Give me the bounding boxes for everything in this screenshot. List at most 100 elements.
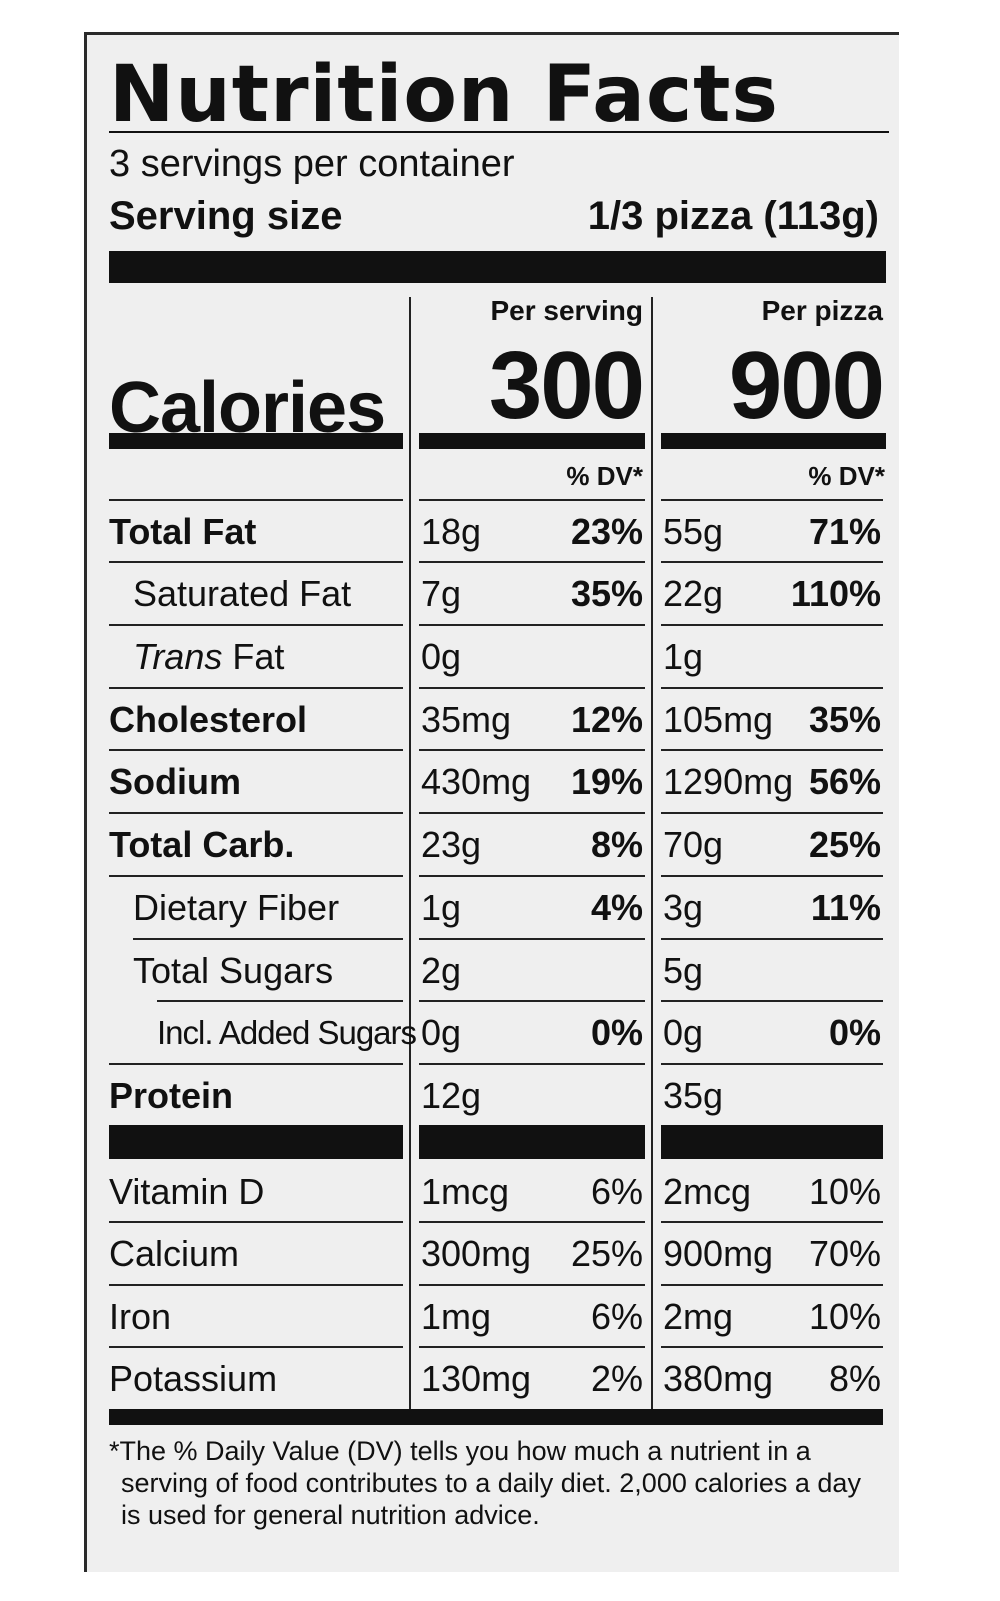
serving-dv: 25%	[570, 1233, 643, 1274]
pizza-dv	[767, 940, 881, 1002]
vitamin-row-calcium: Calcium 300mg 25% 900mg 70%	[87, 1223, 902, 1285]
serving-dv	[527, 1065, 643, 1127]
nutrient-name: Iron	[109, 1296, 172, 1337]
serving-dv: 23%	[570, 511, 643, 552]
row-rule	[661, 1063, 883, 1065]
serving-dv: 2%	[590, 1358, 643, 1399]
serving-dv: 35%	[570, 573, 643, 614]
vitamin-row-potassium: Potassium 130mg 2% 380mg 8%	[87, 1348, 902, 1410]
serving-amount: 1mg	[421, 1296, 492, 1337]
nutrient-name: Sodium	[109, 761, 241, 802]
label-title: Nutrition Facts	[109, 50, 779, 140]
column-divider-serving	[409, 297, 411, 1425]
footnote-line: serving of food contributes to a daily d…	[121, 1468, 861, 1498]
row-rule	[661, 561, 883, 563]
pizza-amount: 3g	[663, 887, 704, 928]
nutrient-row-total-sugars: Total Sugars 2g 5g	[87, 940, 902, 1002]
per-pizza-heading: Per pizza	[761, 295, 883, 326]
serving-dv: 6%	[590, 1296, 643, 1337]
row-rule	[661, 687, 883, 689]
serving-dv: 4%	[590, 887, 643, 928]
row-rule	[661, 812, 883, 814]
pizza-dv: 0%	[828, 1012, 881, 1053]
nutrient-row-added-sugars: Incl. Added Sugars 0g 0% 0g 0%	[87, 1002, 902, 1064]
pizza-dv	[767, 1065, 881, 1127]
vitamins-thick-bar	[661, 1125, 883, 1159]
nutrient-row-trans-fat: Trans Fat 0g 1g	[87, 626, 902, 688]
dv-heading-pizza: % DV*	[808, 461, 885, 491]
serving-dv	[527, 626, 643, 688]
row-rule	[661, 1346, 883, 1348]
nutrient-name: Saturated Fat	[133, 573, 352, 614]
nutrient-row-protein: Protein 12g 35g	[87, 1065, 902, 1127]
row-rule	[133, 938, 403, 940]
nutrient-name: Cholesterol	[109, 699, 308, 740]
row-rule	[661, 938, 883, 940]
pizza-dv: 56%	[808, 761, 881, 802]
trans-italic: Trans	[133, 636, 223, 677]
serving-dv	[527, 940, 643, 1002]
serving-amount: 12g	[421, 1075, 482, 1116]
row-rule	[419, 1063, 645, 1065]
serving-amount: 1g	[421, 887, 462, 928]
calories-bar-serving	[419, 433, 645, 449]
row-rule	[419, 1221, 645, 1223]
nutrient-row-cholesterol: Cholesterol 35mg 12% 105mg 35%	[87, 689, 902, 751]
row-rule	[419, 938, 645, 940]
nutrient-row-dietary-fiber: Dietary Fiber 1g 4% 3g 11%	[87, 877, 902, 939]
pizza-amount: 22g	[663, 573, 724, 614]
daily-value-footnote: *The % Daily Value (DV) tells you how mu…	[109, 1435, 889, 1531]
row-rule	[661, 1221, 883, 1223]
pizza-amount: 2mcg	[663, 1171, 752, 1212]
row-rule	[419, 499, 645, 501]
pizza-amount: 35g	[663, 1075, 724, 1116]
serving-dv: 0%	[590, 1012, 643, 1053]
row-rule	[109, 687, 403, 689]
pizza-amount: 0g	[663, 1012, 704, 1053]
pizza-dv: 25%	[808, 824, 881, 865]
row-rule	[109, 812, 403, 814]
title-rule	[109, 131, 889, 133]
nutrient-row-sodium: Sodium 430mg 19% 1290mg 56%	[87, 751, 902, 813]
pizza-dv: 11%	[810, 887, 881, 928]
nutrient-name: Vitamin D	[109, 1171, 265, 1212]
calories-bar-pizza	[661, 433, 886, 449]
serving-amount: 300mg	[421, 1233, 532, 1274]
calories-per-pizza: 900	[728, 332, 885, 439]
row-rule	[109, 499, 403, 501]
row-rule	[419, 1000, 645, 1002]
pizza-dv: 71%	[808, 511, 881, 552]
vitamin-row-vitamin-d: Vitamin D 1mcg 6% 2mcg 10%	[87, 1161, 902, 1223]
pizza-dv: 8%	[828, 1358, 881, 1399]
row-rule	[157, 1000, 403, 1002]
pizza-amount: 2mg	[663, 1296, 734, 1337]
row-rule	[109, 875, 403, 877]
nutrient-name: Incl. Added Sugars	[157, 1014, 417, 1051]
nutrient-name: Protein	[109, 1075, 234, 1116]
nutrient-name: Total Fat	[109, 511, 257, 552]
pizza-dv: 10%	[808, 1171, 881, 1212]
pizza-amount: 380mg	[663, 1358, 774, 1399]
nutrient-name: Total Carb.	[109, 824, 295, 865]
row-rule	[661, 499, 883, 501]
pizza-amount: 105mg	[663, 699, 774, 740]
serving-amount: 23g	[421, 824, 482, 865]
row-rule	[419, 749, 645, 751]
row-rule	[109, 1346, 403, 1348]
pizza-dv: 70%	[808, 1233, 881, 1274]
serving-thick-bar	[109, 251, 886, 283]
row-rule	[419, 624, 645, 626]
row-rule	[419, 687, 645, 689]
pizza-dv	[767, 626, 881, 688]
row-rule	[109, 1221, 403, 1223]
pizza-amount: 900mg	[663, 1233, 774, 1274]
nutrient-row-total-fat: Total Fat 18g 23% 55g 71%	[87, 501, 902, 563]
row-rule	[419, 812, 645, 814]
serving-dv: 8%	[590, 824, 643, 865]
pizza-amount: 1290mg	[663, 761, 794, 802]
row-rule	[109, 1063, 403, 1065]
pizza-amount: 55g	[663, 511, 724, 552]
serving-amount: 430mg	[421, 761, 532, 802]
row-rule	[419, 1346, 645, 1348]
serving-amount: 0g	[421, 636, 462, 677]
